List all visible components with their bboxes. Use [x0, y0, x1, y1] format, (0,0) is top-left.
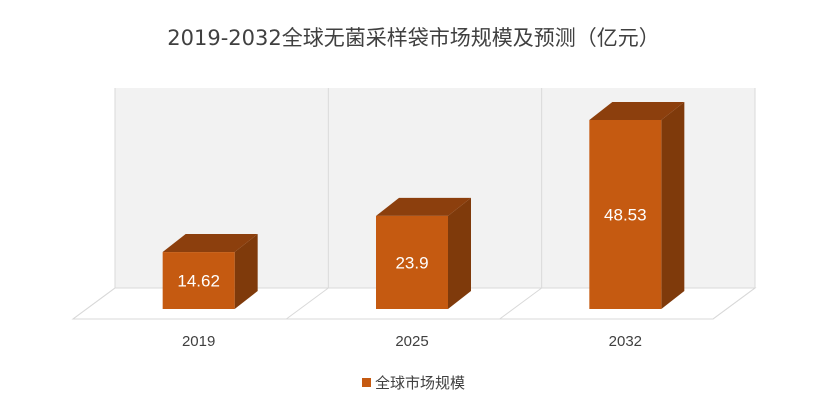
x-tick-label: 2032 — [609, 333, 642, 350]
data-label: 14.62 — [177, 272, 220, 291]
bar — [376, 215, 448, 309]
data-label: 23.9 — [395, 253, 428, 272]
bar-top — [376, 197, 471, 216]
legend: 全球市场规模 — [0, 372, 827, 393]
chart-title: 2019-2032全球无菌采样袋市场规模及预测（亿元） — [167, 26, 660, 50]
bar-side — [661, 102, 685, 309]
bar-top — [162, 234, 258, 253]
floor-divider — [72, 287, 116, 320]
bar-side — [234, 234, 258, 309]
bar — [162, 252, 235, 309]
floor-divider — [286, 287, 329, 320]
x-tick-label: 2025 — [395, 333, 428, 350]
legend-label: 全球市场规模 — [374, 374, 465, 392]
data-label: 48.53 — [604, 206, 647, 225]
legend-swatch — [361, 378, 371, 387]
floor-divider — [499, 287, 542, 320]
bar-top — [589, 102, 685, 120]
x-tick-label: 2019 — [182, 333, 215, 350]
chart-labels: 14.62 2019 23.9 2025 48.53 2032 — [177, 206, 646, 351]
floor-divider — [712, 287, 756, 320]
chart-bars — [162, 102, 685, 309]
bar — [589, 120, 662, 309]
bar-side — [448, 197, 471, 309]
